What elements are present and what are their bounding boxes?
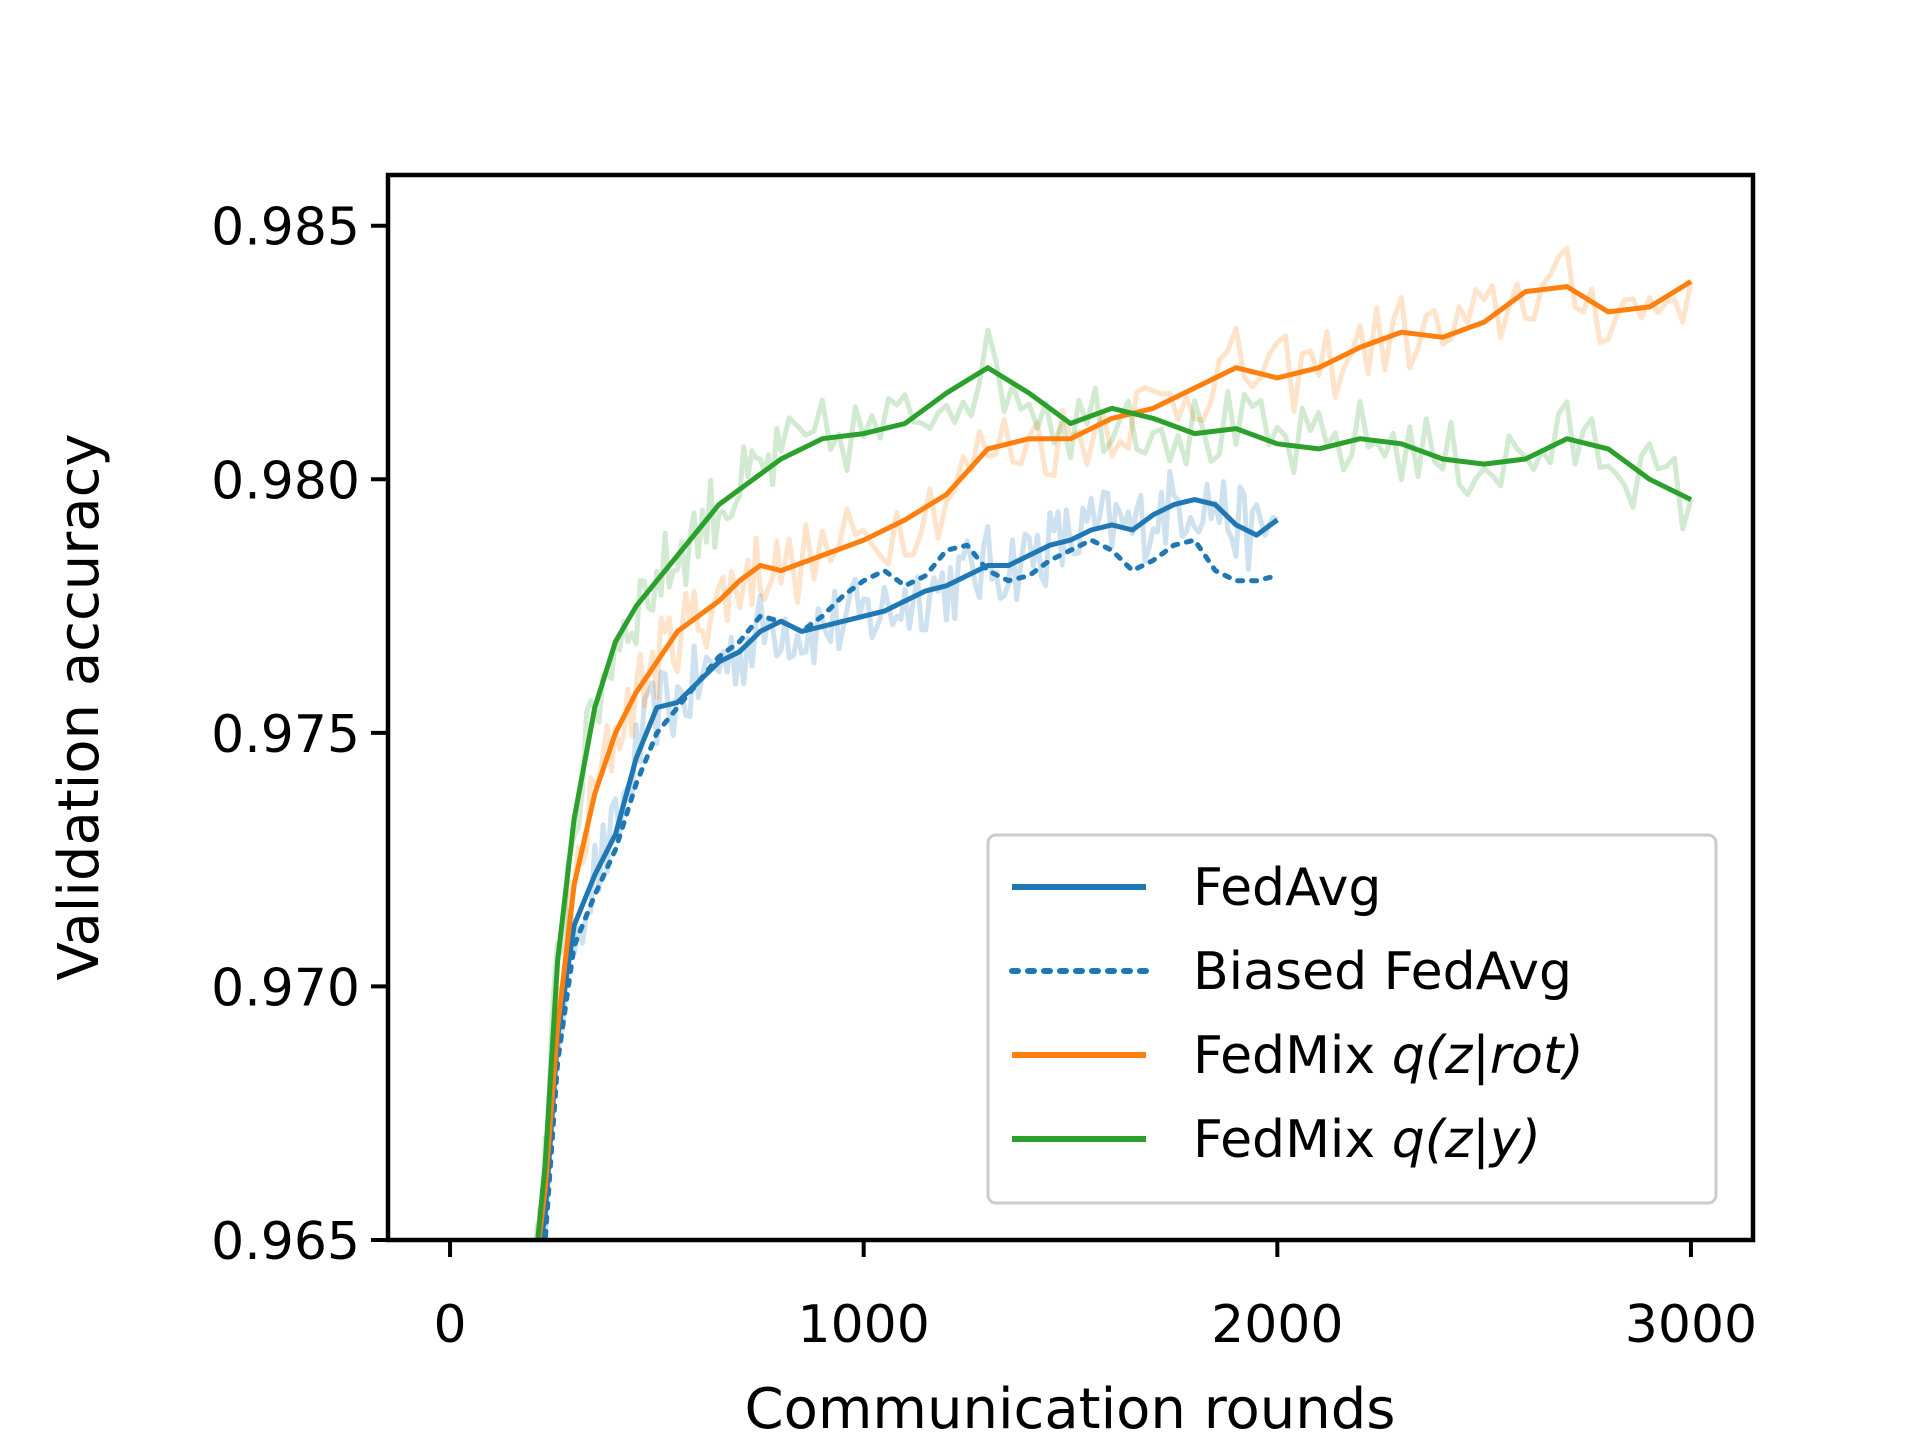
legend-label-biased-fedavg: Biased FedAvg [1193,942,1572,1002]
series-line-group [535,279,1693,1240]
x-tick-label: 2000 [1211,1295,1343,1355]
legend-label-plain: FedMix [1193,1026,1392,1086]
series-line-biased-fedavg [542,537,1280,1240]
y-axis-title: Validation accuracy [47,434,112,981]
y-tick-label: 0.985 [211,198,360,258]
legend-label-plain: FedAvg [1193,858,1381,918]
legend-label-math: q(z|y) [1392,1110,1541,1170]
y-tick-label: 0.980 [211,451,360,511]
legend-label-fedmix-q-z-rot: FedMix q(z|rot) [1193,1026,1584,1086]
legend-box [986,833,1718,1205]
y-axis-ticks: 0.965 0.970 0.975 0.980 0.985 [211,198,388,1272]
y-tick-label: 0.965 [211,1212,360,1272]
x-tick-label: 1000 [798,1295,930,1355]
series-line-fedmix-q-z-y [535,365,1693,1240]
legend-label-math: q(z|rot) [1392,1026,1584,1086]
series-line-fedavg [538,497,1279,1240]
legend-label-plain: FedMix [1193,1110,1392,1170]
x-axis-title: Communication rounds [745,1377,1396,1440]
legend-label-plain: Biased FedAvg [1193,942,1572,1002]
y-tick-label: 0.975 [211,705,360,765]
legend-label-fedavg: FedAvg [1193,858,1381,918]
legend-label-fedmix-q-z-y: FedMix q(z|y) [1193,1110,1541,1170]
noise-line-fedmix-q-z-rot [535,245,1694,1240]
noise-line-fedmix-q-z-y [536,327,1694,1240]
x-tick-label: 3000 [1625,1295,1757,1355]
series-line-fedmix-q-z-rot [536,279,1693,1240]
y-tick-label: 0.970 [211,958,360,1018]
x-tick-label: 0 [433,1295,466,1355]
plot-frame [385,172,1756,1243]
x-axis-ticks: 0 1000 2000 3000 [433,1240,1757,1355]
